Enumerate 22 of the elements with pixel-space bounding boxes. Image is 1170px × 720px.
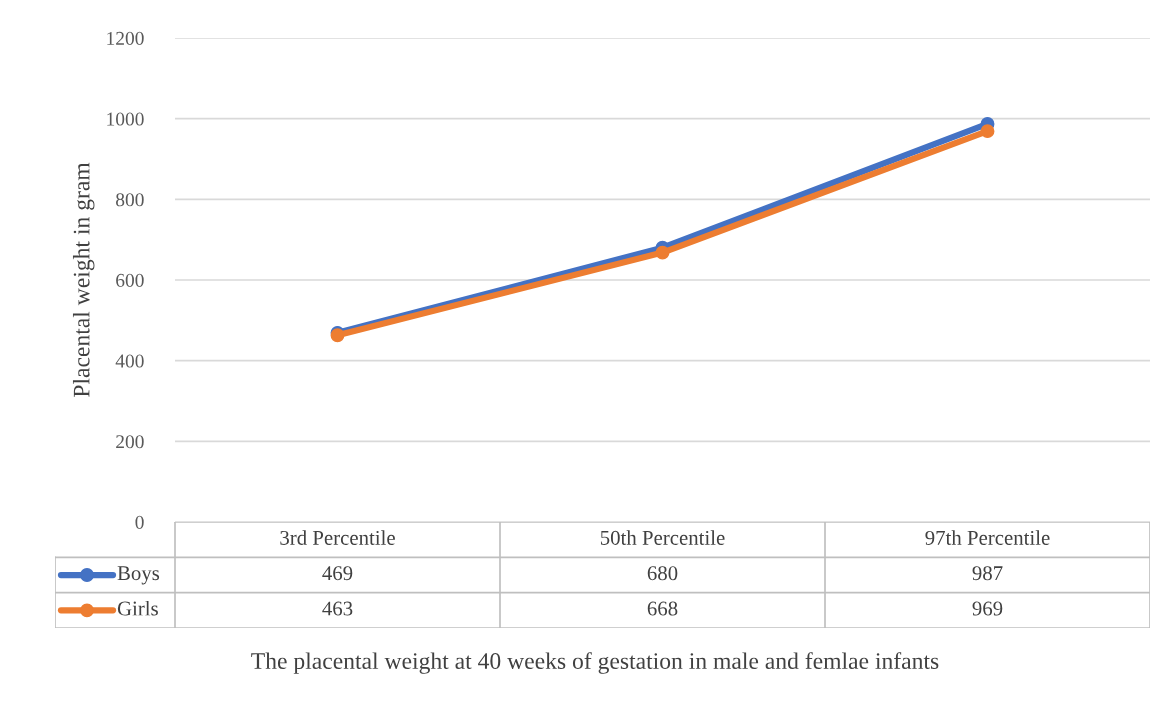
legend-label: Boys [117,566,160,585]
y-axis-title: Placental weight in gram [72,162,95,398]
y-tick-label: 400 [115,354,144,368]
y-tick-label: 0 [135,515,144,529]
point [655,245,670,260]
x-tick-label: 3rd Percentile [280,530,395,545]
x-tick-label: 50th Percentile [600,530,725,545]
text: The placental weight at 40 weeks of gestation in male and femlae infants [251,652,939,674]
data-label: 680 [647,566,678,581]
y-tick-label: 800 [116,193,144,207]
data-label: 469 [322,566,353,581]
y-tick-label: 1200 [107,31,144,45]
y-tick-label: 200 [116,435,144,449]
y-tick-label: 600 [116,273,144,287]
data-label: 463 [322,601,353,616]
data-label: 969 [972,601,1003,616]
x-tick-label: 97th Percentile [925,530,1050,545]
data-label: 987 [972,566,1003,581]
y-tick-label: 1000 [107,112,144,126]
data-label: 668 [647,601,678,616]
legend-label: Girls [117,600,158,616]
point [980,124,995,139]
